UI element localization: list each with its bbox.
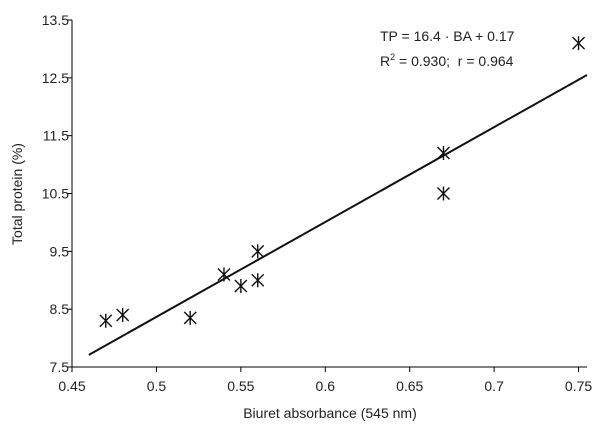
x-tick-label: 0.65 [396,378,423,394]
point [572,36,586,51]
annotation-part: = 0.930; r = 0.964 [395,53,514,69]
fit-line [88,74,588,356]
point [436,146,450,161]
point [234,279,248,294]
x-tick-label: 0.5 [147,378,167,394]
y-tick-label: 13.5 [42,12,69,28]
point [116,307,130,322]
y-tick-label: 8.5 [50,301,70,317]
annotation-part: R [380,53,390,69]
x-tick-label: 0.55 [227,378,254,394]
point [183,310,197,325]
y-tick-label: 7.5 [50,359,70,375]
x-tick-label: 0.6 [316,378,336,394]
x-axis-label: Biuret absorbance (545 nm) [243,405,417,421]
point [99,313,113,328]
y-axis-label: Total protein (%) [9,143,25,245]
point [251,273,265,288]
x-tick-label: 0.45 [58,378,85,394]
point [251,244,265,259]
y-tick-label: 12.5 [42,70,69,86]
point [436,186,450,201]
annotation: TP = 16.4 · BA + 0.17 [380,28,515,44]
y-tick-label: 11.5 [43,128,69,144]
x-tick-label: 0.7 [484,378,504,394]
point [217,267,231,282]
x-tick-label: 0.75 [565,378,592,394]
y-tick-label: 10.5 [42,186,69,202]
annotation-superscript: 2 [390,52,395,62]
annotation: R2 = 0.930; r = 0.964 [380,52,514,69]
y-tick-label: 9.5 [50,243,70,259]
